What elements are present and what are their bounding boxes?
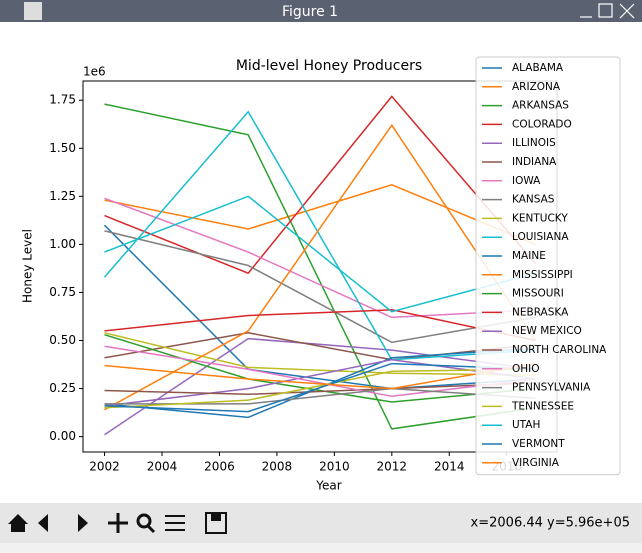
legend-label: ILLINOIS (512, 137, 556, 149)
legend-label: IOWA (512, 175, 541, 187)
series-line (104, 358, 536, 407)
legend-label: ALABAMA (512, 62, 564, 74)
legend-label: MAINE (512, 250, 546, 262)
chart-title: Mid-level Honey Producers (236, 58, 422, 74)
legend-label: VIRGINIA (512, 457, 560, 469)
window-buttons[interactable] (580, 3, 635, 19)
bottom-strip (0, 543, 642, 553)
series-line (104, 123, 537, 411)
y-tick-label: 0.25 (49, 381, 76, 395)
y-tick-label: 0.00 (49, 429, 76, 443)
series-line (104, 337, 536, 436)
legend-label: LOUISIANA (512, 231, 569, 243)
legend-label: NORTH CAROLINA (512, 344, 607, 356)
series-line (104, 95, 537, 275)
series-line (104, 382, 536, 396)
legend-label: VERMONT (512, 438, 565, 450)
legend-box (475, 56, 621, 476)
legend-label: MISSISSIPPI (512, 269, 573, 281)
series-line (104, 333, 536, 403)
x-tick-label: 2006 (204, 460, 235, 474)
x-tick-label: 2002 (89, 460, 120, 474)
series-line (104, 309, 536, 342)
toolbar-buttons[interactable] (8, 512, 227, 534)
y-tick-label: 0.50 (49, 333, 76, 347)
legend-label: ARKANSAS (512, 100, 569, 112)
y-tick-label: 0.75 (49, 285, 76, 299)
series-line (104, 103, 536, 430)
series-line (104, 197, 536, 319)
series-line (104, 332, 536, 376)
y-tick-label: 1.50 (49, 141, 76, 155)
legend-label: TENNESSEE (511, 400, 574, 412)
legend-label: NEBRASKA (512, 306, 569, 318)
y-tick-label: 1.75 (49, 93, 76, 107)
series-line (104, 332, 536, 361)
legend-label: NEW MEXICO (512, 325, 582, 337)
legend-label: COLORADO (512, 118, 572, 130)
y-tick-label: 1.25 (49, 189, 76, 203)
series-line (104, 195, 536, 313)
x-tick-label: 2004 (147, 460, 178, 474)
y-offset-label: 1e6 (83, 65, 106, 79)
series-line (104, 345, 536, 398)
x-tick-label: 2012 (377, 460, 408, 474)
series-line (103, 224, 536, 390)
series-line (104, 230, 536, 344)
y-tick-label: 1.00 (49, 237, 76, 251)
legend-label: OHIO (512, 363, 540, 375)
window-title: Figure 1 (282, 4, 338, 20)
legend-label: UTAH (512, 419, 540, 431)
toolbar (0, 503, 642, 543)
x-axis-label: Year (315, 479, 341, 493)
series-line (104, 362, 536, 413)
y-axis-label: Honey Level (21, 229, 35, 303)
series-line (103, 110, 536, 361)
app-icon (24, 2, 42, 20)
series-line (104, 362, 536, 390)
series-line (104, 184, 536, 246)
x-tick-label: 2010 (319, 460, 350, 474)
legend-label: PENNSYLVANIA (512, 382, 591, 394)
legend-label: MISSOURI (512, 288, 564, 300)
legend-label: ARIZONA (512, 81, 561, 93)
legend-label: KANSAS (512, 194, 555, 206)
title-bar (0, 0, 642, 22)
legend-label: KENTUCKY (512, 212, 568, 224)
legend-label: INDIANA (512, 156, 557, 168)
series-line (104, 368, 536, 409)
status-text: x=2006.44 y=5.96e+05 (471, 516, 630, 531)
x-tick-label: 2014 (434, 460, 465, 474)
x-tick-label: 2008 (262, 460, 293, 474)
